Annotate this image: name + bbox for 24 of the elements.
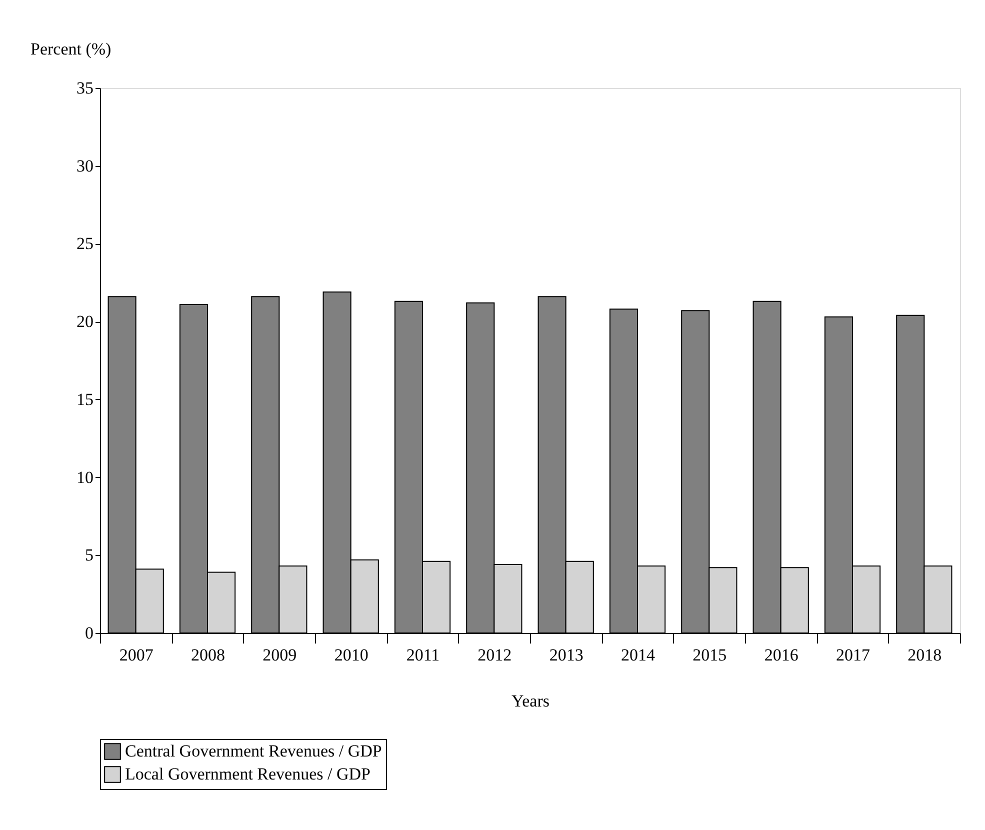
x-tick-label: 2012: [478, 646, 512, 664]
x-tick-label: 2018: [908, 646, 942, 664]
y-tick-label: 5: [85, 546, 94, 565]
x-tick-label: 2016: [764, 646, 798, 664]
y-tick-label: 10: [76, 468, 94, 487]
y-tick-label: 0: [85, 624, 94, 642]
x-tick-label: 2011: [406, 646, 440, 664]
y-tick-label: 20: [76, 312, 94, 332]
x-tick-label: 2008: [191, 646, 225, 664]
y-tick-label: 30: [76, 156, 94, 176]
y-tick-label: 35: [76, 78, 94, 98]
y-axis-title: Percent (%): [30, 40, 112, 58]
x-tick-label: 2007: [119, 646, 154, 664]
x-tick-label: 2014: [621, 646, 656, 664]
legend-label: Local Government Revenues / GDP: [125, 764, 370, 784]
x-axis-title: Years: [512, 692, 550, 710]
x-tick-label: 2010: [334, 646, 368, 664]
legend-label: Central Government Revenues / GDP: [125, 742, 382, 760]
x-tick-label: 2009: [262, 646, 297, 664]
x-tick-label: 2017: [836, 646, 870, 664]
x-tick-label: 2015: [692, 646, 727, 664]
y-tick-label: 25: [76, 234, 94, 254]
y-tick-label: 15: [76, 390, 94, 409]
x-tick-label: 2013: [549, 646, 584, 664]
